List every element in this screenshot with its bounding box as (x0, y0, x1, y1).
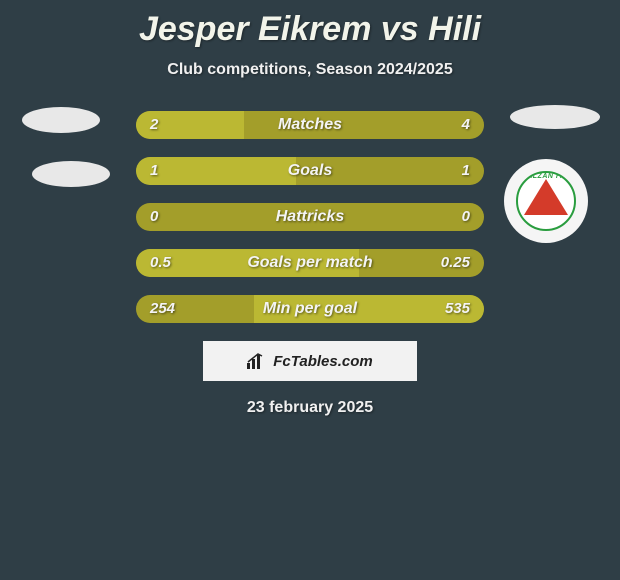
bar-row: 254535Min per goal (136, 295, 484, 323)
bar-label: Hattricks (136, 203, 484, 231)
branding-bars-icon (247, 353, 267, 369)
bar-row: 00Hattricks (136, 203, 484, 231)
bars-container: 24Matches 11Goals 00Hattricks 0.50.25Goals … (136, 111, 484, 323)
subtitle: Club competitions, Season 2024/2025 (0, 61, 620, 79)
bar-row: 11Goals (136, 157, 484, 185)
date-text: 23 february 2025 (0, 399, 620, 417)
bar-label: Goals (136, 157, 484, 185)
right-team-logo-1 (510, 105, 600, 129)
left-team-logo-2 (32, 161, 110, 187)
crest-text: BALZAN F.C. (518, 173, 574, 180)
bar-label: Min per goal (136, 295, 484, 323)
bar-label: Matches (136, 111, 484, 139)
bar-label: Goals per match (136, 249, 484, 277)
right-team-crest: BALZAN F.C. (504, 159, 588, 243)
bar-row: 0.50.25Goals per match (136, 249, 484, 277)
comparison-area: BALZAN F.C. 24Matches 11Goals 00Hattricks 0… (0, 111, 620, 323)
branding-text: FcTables.com (273, 353, 372, 370)
page-title: Jesper Eikrem vs Hili (0, 0, 620, 49)
bar-row: 24Matches (136, 111, 484, 139)
left-team-logo-1 (22, 107, 100, 133)
branding-box: FcTables.com (203, 341, 417, 381)
